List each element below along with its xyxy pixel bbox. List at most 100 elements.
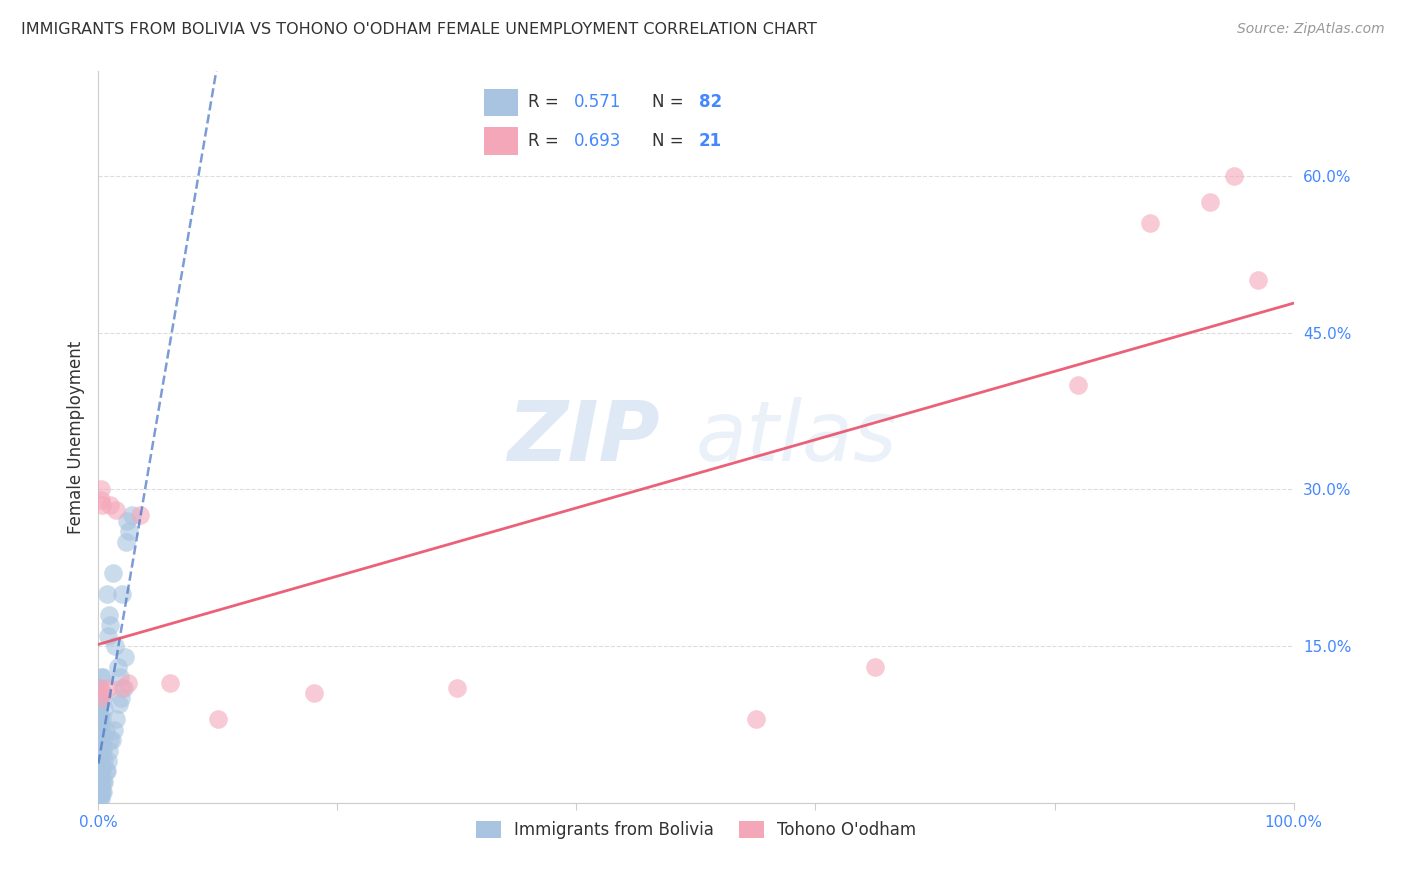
Point <box>111 681 134 695</box>
Point <box>87 764 110 779</box>
Point <box>1139 216 1161 230</box>
Point <box>115 534 138 549</box>
Point <box>87 785 110 799</box>
Y-axis label: Female Unemployment: Female Unemployment <box>66 341 84 533</box>
Point <box>91 743 114 757</box>
Point <box>89 728 111 742</box>
Point <box>87 743 110 757</box>
Point <box>87 775 110 789</box>
Point <box>91 743 114 757</box>
Point <box>107 660 129 674</box>
Point <box>207 712 229 726</box>
Text: ZIP: ZIP <box>508 397 661 477</box>
Point <box>91 775 114 789</box>
Point <box>1223 169 1246 183</box>
Point <box>89 681 111 695</box>
Point <box>91 733 114 747</box>
Point <box>104 639 127 653</box>
Point <box>114 649 136 664</box>
Point <box>90 790 112 805</box>
Point <box>97 629 120 643</box>
Point <box>159 675 181 690</box>
Point <box>90 483 112 497</box>
Point <box>129 508 152 523</box>
Point <box>89 748 111 763</box>
Point <box>105 712 128 726</box>
Point <box>89 790 111 805</box>
Point <box>89 686 111 700</box>
Point <box>89 743 111 757</box>
Point <box>89 775 111 789</box>
Point <box>98 498 122 512</box>
Point <box>89 706 111 721</box>
Point <box>101 566 124 580</box>
Point <box>93 775 115 789</box>
Point <box>89 770 111 784</box>
Point <box>117 675 139 690</box>
Point <box>89 785 111 799</box>
Point <box>91 686 114 700</box>
Point <box>97 754 120 768</box>
Point <box>90 723 112 737</box>
Point <box>89 691 111 706</box>
Point <box>90 748 112 763</box>
Point <box>91 764 114 779</box>
Text: atlas: atlas <box>696 397 897 477</box>
Point <box>89 697 111 711</box>
Point <box>1067 377 1090 392</box>
Point <box>115 514 138 528</box>
Point <box>89 764 111 779</box>
Point <box>105 503 128 517</box>
Point <box>91 498 114 512</box>
Point <box>745 712 768 726</box>
Point <box>87 790 110 805</box>
Point <box>87 754 110 768</box>
Point <box>89 717 111 731</box>
Point <box>94 723 117 737</box>
Point <box>90 492 112 507</box>
Point <box>1247 273 1270 287</box>
Point <box>865 660 887 674</box>
Point <box>1199 194 1222 209</box>
Point <box>91 670 114 684</box>
Point <box>111 587 134 601</box>
Point <box>91 785 114 799</box>
Point <box>94 764 117 779</box>
Point <box>97 681 120 695</box>
Point <box>90 759 112 773</box>
Point <box>112 681 135 695</box>
Point <box>108 670 131 684</box>
Point <box>87 702 110 716</box>
Point <box>90 670 112 684</box>
Text: IMMIGRANTS FROM BOLIVIA VS TOHONO O'ODHAM FEMALE UNEMPLOYMENT CORRELATION CHART: IMMIGRANTS FROM BOLIVIA VS TOHONO O'ODHA… <box>21 22 817 37</box>
Point <box>93 754 115 768</box>
Point <box>93 702 115 716</box>
Point <box>90 770 112 784</box>
Point <box>100 733 122 747</box>
Point <box>89 754 111 768</box>
Point <box>110 691 132 706</box>
Point <box>89 739 111 753</box>
Legend: Immigrants from Bolivia, Tohono O'odham: Immigrants from Bolivia, Tohono O'odham <box>470 814 922 846</box>
Point <box>446 681 468 695</box>
Point <box>90 780 112 794</box>
Point <box>96 587 118 601</box>
Point <box>89 712 111 726</box>
Point <box>96 764 118 779</box>
Point <box>89 723 111 737</box>
Point <box>118 524 141 538</box>
Point <box>87 691 110 706</box>
Point <box>121 508 143 523</box>
Point <box>87 681 110 695</box>
Point <box>98 743 121 757</box>
Point <box>302 686 325 700</box>
Point <box>98 607 121 622</box>
Point <box>89 733 111 747</box>
Point <box>89 759 111 773</box>
Point <box>91 712 114 726</box>
Point <box>90 754 112 768</box>
Point <box>91 691 114 706</box>
Point <box>103 723 125 737</box>
Point <box>90 785 112 799</box>
Text: Source: ZipAtlas.com: Source: ZipAtlas.com <box>1237 22 1385 37</box>
